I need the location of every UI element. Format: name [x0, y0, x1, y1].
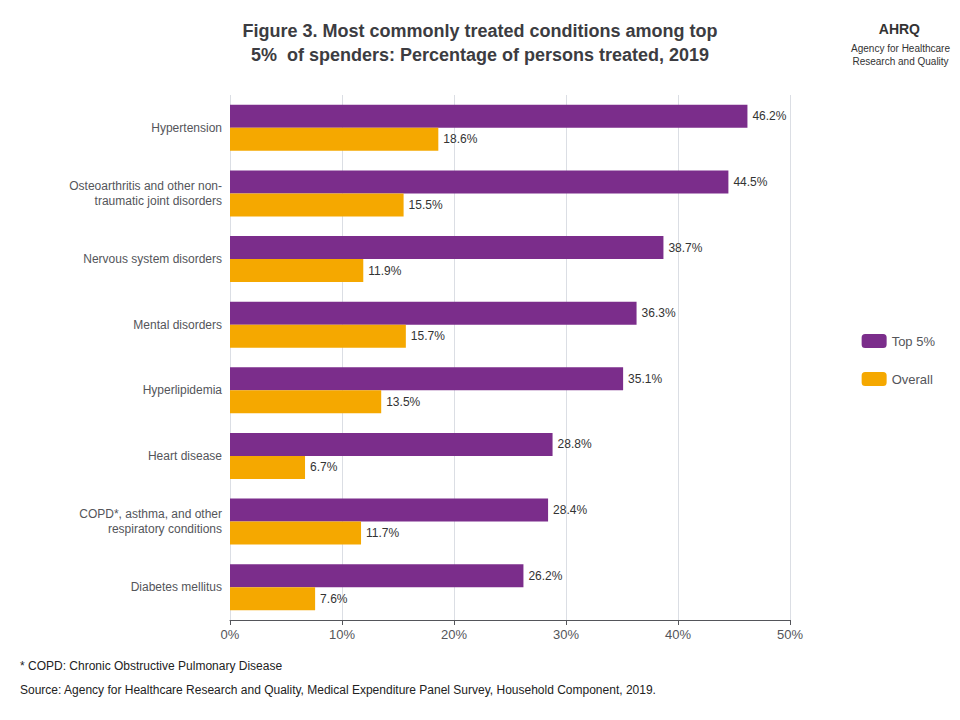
svg-text:36.3%: 36.3%: [642, 306, 676, 320]
svg-text:6.7%: 6.7%: [310, 460, 338, 474]
svg-text:Nervous system disorders: Nervous system disorders: [83, 252, 222, 266]
svg-text:Research and Quality: Research and Quality: [852, 56, 948, 67]
svg-text:Source: Agency for Healthcare: Source: Agency for Healthcare Research a…: [20, 683, 656, 697]
svg-text:18.6%: 18.6%: [443, 132, 477, 146]
svg-text:40%: 40%: [665, 627, 691, 642]
svg-text:Osteoarthritis and other non-: Osteoarthritis and other non-: [69, 179, 222, 193]
svg-text:13.5%: 13.5%: [386, 395, 420, 409]
svg-text:Hypertension: Hypertension: [151, 121, 222, 135]
svg-text:38.7%: 38.7%: [668, 241, 702, 255]
svg-text:15.7%: 15.7%: [411, 329, 445, 343]
svg-text:50%: 50%: [777, 627, 803, 642]
svg-text:20%: 20%: [441, 627, 467, 642]
svg-text:7.6%: 7.6%: [320, 592, 348, 606]
svg-text:Agency for Healthcare: Agency for Healthcare: [851, 43, 950, 54]
svg-text:26.2%: 26.2%: [528, 569, 562, 583]
svg-text:Figure 3. Most commonly treate: Figure 3. Most commonly treated conditio…: [242, 21, 717, 41]
svg-text:traumatic joint disorders: traumatic joint disorders: [95, 194, 222, 208]
svg-text:5% of spenders: Percentage of: 5% of spenders: Percentage of persons tr…: [251, 45, 709, 65]
svg-text:10%: 10%: [329, 627, 355, 642]
svg-text:Top 5%: Top 5%: [892, 334, 936, 349]
svg-text:AHRQ: AHRQ: [879, 21, 920, 37]
svg-text:respiratory conditions: respiratory conditions: [108, 522, 222, 536]
svg-text:Overall: Overall: [892, 372, 933, 387]
svg-text:Heart disease: Heart disease: [148, 449, 222, 463]
svg-text:44.5%: 44.5%: [733, 175, 767, 189]
svg-text:28.8%: 28.8%: [558, 437, 592, 451]
svg-text:Hyperlipidemia: Hyperlipidemia: [143, 383, 223, 397]
svg-text:46.2%: 46.2%: [752, 109, 786, 123]
svg-text:11.9%: 11.9%: [368, 264, 401, 278]
svg-text:0%: 0%: [221, 627, 240, 642]
svg-text:28.4%: 28.4%: [553, 503, 587, 517]
svg-text:* COPD: Chronic Obstructive Pu: * COPD: Chronic Obstructive Pulmonary Di…: [20, 659, 282, 673]
svg-text:COPD*, asthma, and other: COPD*, asthma, and other: [79, 507, 222, 521]
svg-text:15.5%: 15.5%: [409, 198, 443, 212]
svg-text:30%: 30%: [553, 627, 579, 642]
svg-text:35.1%: 35.1%: [628, 372, 662, 386]
svg-text:Mental disorders: Mental disorders: [133, 318, 222, 332]
svg-text:Diabetes mellitus: Diabetes mellitus: [131, 580, 222, 594]
svg-text:11.7%: 11.7%: [366, 526, 399, 540]
